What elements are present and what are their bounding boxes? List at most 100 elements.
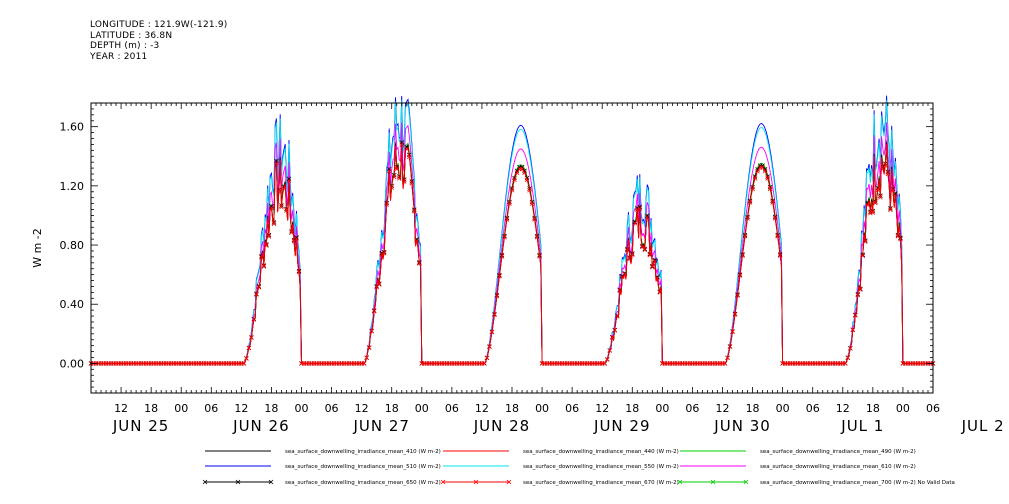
series-marker-8	[883, 163, 888, 168]
series-marker-8	[775, 234, 780, 239]
series-line-5	[91, 100, 933, 364]
x-hour-tick-label: 18	[866, 402, 880, 415]
series-marker-8	[858, 287, 863, 292]
series-marker-8	[266, 234, 272, 239]
series-marker-8	[637, 206, 643, 211]
series-marker-8	[624, 247, 630, 253]
series-marker-8	[276, 189, 282, 194]
series-marker-8	[632, 220, 638, 226]
series-marker-7	[386, 166, 392, 172]
legend-label-2: sea_surface_downwelling_irradiance_mean_…	[523, 449, 679, 455]
series-marker-8	[381, 250, 387, 256]
series-marker-8	[389, 185, 394, 190]
series-marker-8	[409, 180, 415, 186]
legend-label-6: sea_surface_downwelling_irradiance_mean_…	[760, 464, 916, 470]
x-hour-tick-label: 12	[716, 402, 730, 415]
x-date-label: JUN 28	[473, 417, 530, 435]
series-marker-8	[522, 170, 527, 175]
series-marker-8	[246, 345, 252, 351]
legend-marker	[473, 479, 479, 485]
legend-marker	[677, 479, 683, 485]
series-marker-8	[379, 252, 384, 257]
series-marker-8	[364, 355, 369, 360]
series-marker-7	[269, 204, 274, 209]
x-hour-tick-label: 18	[625, 402, 639, 415]
legend-label-3: sea_surface_downwelling_irradiance_mean_…	[760, 449, 916, 455]
x-date-label: JUL 2	[961, 417, 1005, 435]
series-marker-8	[502, 234, 507, 240]
series-marker-8	[366, 345, 372, 350]
series-marker-8	[777, 253, 783, 258]
series-marker-8	[289, 230, 294, 236]
series-marker-8	[752, 176, 758, 181]
legend-marker	[710, 479, 716, 485]
series-marker-8	[855, 292, 861, 298]
series-marker-8	[747, 200, 753, 205]
x-hour-tick-label: 06	[806, 402, 820, 415]
x-hour-tick-label: 00	[776, 402, 790, 415]
axes-layer: 12 18 00 06 12 18 00 06 12 18 00 06 12 18 00 06 12 18 00 06…	[31, 102, 1005, 435]
series-marker-8	[875, 187, 881, 193]
series-marker-8	[898, 236, 903, 242]
series-marker-7	[522, 168, 527, 174]
series-marker-8	[274, 160, 279, 166]
x-hour-tick-label: 12	[355, 402, 369, 415]
depth-line: DEPTH (m) : -3	[90, 41, 160, 51]
series-marker-8	[888, 207, 893, 213]
series-marker-8	[850, 327, 856, 333]
legend-label-1: sea_surface_downwelling_irradiance_mean_…	[285, 449, 441, 455]
series-line-7	[91, 142, 933, 364]
series-marker-8	[607, 348, 613, 353]
y-tick-label: 0.80	[60, 239, 85, 252]
series-marker-8	[369, 328, 374, 334]
series-marker-8	[767, 186, 773, 192]
series-marker-8	[294, 236, 299, 241]
series-marker-8	[296, 269, 302, 275]
series-marker-8	[622, 271, 628, 277]
series-marker-8	[865, 202, 871, 208]
series-marker-8	[870, 210, 876, 215]
series-marker-8	[241, 361, 247, 366]
legend-layer: sea_surface_downwelling_irradiance_mean_…	[202, 449, 955, 486]
series-marker-8	[286, 178, 292, 183]
series-marker-8	[730, 329, 735, 335]
longitude-line: LONGITUDE : 121.9W(-121.9)	[90, 20, 228, 30]
legend-marker	[440, 479, 446, 485]
legend-marker	[202, 479, 208, 485]
series-marker-8	[655, 275, 660, 281]
series-marker-8	[534, 234, 540, 240]
series-marker-8	[504, 217, 510, 222]
series-marker-7	[645, 213, 650, 218]
legend-marker	[743, 479, 749, 485]
series-marker-8	[652, 258, 658, 264]
series-marker-8	[401, 179, 407, 184]
year-line: YEAR : 2011	[90, 51, 148, 62]
series-marker-8	[406, 154, 412, 160]
series-marker-8	[843, 361, 848, 366]
x-hour-tick-label: 18	[505, 402, 519, 415]
series-marker-8	[617, 288, 623, 293]
series-marker-8	[261, 264, 267, 269]
x-hour-tick-label: 00	[535, 402, 549, 415]
x-date-label: JUN 27	[352, 417, 409, 435]
series-marker-8	[770, 200, 775, 205]
x-hour-tick-label: 06	[685, 402, 699, 415]
series-marker-8	[416, 261, 422, 266]
series-marker-8	[885, 171, 891, 177]
series-marker-8	[384, 202, 389, 207]
plot-metadata: LONGITUDE : 121.9W(-121.9) LATITUDE : 36…	[90, 20, 228, 62]
series-marker-8	[376, 282, 382, 287]
series-marker-8	[509, 187, 515, 193]
series-marker-8	[732, 312, 738, 317]
series-marker-8	[529, 201, 535, 206]
series-marker-8	[853, 313, 858, 318]
x-hour-tick-label: 12	[114, 402, 128, 415]
series-marker-8	[251, 317, 257, 322]
series-marker-8	[537, 254, 542, 259]
series-marker-8	[281, 186, 287, 191]
series-marker-8	[642, 247, 648, 253]
series-marker-8	[414, 238, 420, 243]
x-hour-tick-label: 06	[445, 402, 459, 415]
series-marker-8	[845, 355, 851, 361]
